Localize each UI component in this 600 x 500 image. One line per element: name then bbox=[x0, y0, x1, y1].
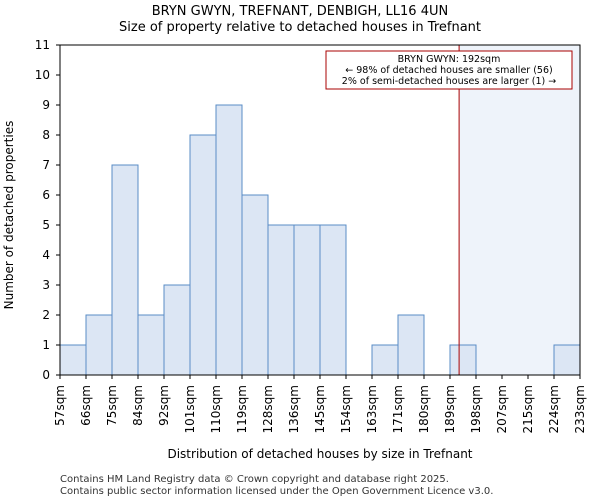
x-tick-label-110sqm: 110sqm bbox=[209, 385, 223, 433]
annotation-line-3: 2% of semi-detached houses are larger (1… bbox=[342, 76, 556, 87]
bar-57sqm bbox=[59, 344, 87, 376]
y-tick-label-6: 6 bbox=[42, 188, 50, 202]
x-tick-label-66sqm: 66sqm bbox=[79, 385, 93, 426]
x-tick-label-92sqm: 92sqm bbox=[157, 385, 171, 426]
x-tick-label-163sqm: 163sqm bbox=[365, 385, 379, 433]
y-tick-label-11: 11 bbox=[35, 38, 50, 52]
y-tick-label-7: 7 bbox=[42, 158, 50, 172]
x-tick-label-145sqm: 145sqm bbox=[313, 385, 327, 433]
bar-136sqm bbox=[293, 224, 321, 376]
x-ticks-group: 57sqm 66sqm 75sqm 84sqm 92sqm 101sqm 110sqm 119… bbox=[53, 375, 587, 433]
annotation-box: BRYN GWYN: 192sqm ← 98% of detached hous… bbox=[325, 50, 573, 90]
x-tick-label-215sqm: 215sqm bbox=[521, 385, 535, 433]
footer-line-2: Contains public sector information licen… bbox=[60, 486, 493, 497]
y-tick-label-5: 5 bbox=[42, 218, 50, 232]
chart-title: BRYN GWYN, TREFNANT, DENBIGH, LL16 4UN bbox=[152, 4, 448, 19]
x-tick-label-171sqm: 171sqm bbox=[391, 385, 405, 433]
bar-66sqm bbox=[85, 314, 113, 376]
bar-163sqm bbox=[371, 344, 399, 376]
x-tick-label-233sqm: 233sqm bbox=[573, 385, 587, 433]
x-tick-label-119sqm: 119sqm bbox=[235, 385, 249, 433]
bar-189sqm bbox=[449, 344, 477, 376]
bar-110sqm bbox=[215, 104, 243, 376]
y-tick-label-3: 3 bbox=[42, 278, 50, 292]
x-tick-label-198sqm: 198sqm bbox=[469, 385, 483, 433]
y-tick-label-4: 4 bbox=[42, 248, 50, 262]
annotation-line-2: ← 98% of detached houses are smaller (56… bbox=[345, 65, 552, 76]
bar-128sqm bbox=[267, 224, 295, 376]
bar-224sqm bbox=[553, 344, 581, 376]
bar-75sqm bbox=[111, 164, 139, 376]
bar-84sqm bbox=[137, 314, 165, 376]
y-tick-label-10: 10 bbox=[35, 68, 50, 82]
bar-145sqm bbox=[319, 224, 347, 376]
x-tick-label-57sqm: 57sqm bbox=[53, 385, 67, 426]
x-tick-label-84sqm: 84sqm bbox=[131, 385, 145, 426]
bars-group bbox=[59, 104, 581, 376]
annotation-line-1: BRYN GWYN: 192sqm bbox=[398, 54, 501, 65]
x-tick-label-136sqm: 136sqm bbox=[287, 385, 301, 433]
footer-line-1: Contains HM Land Registry data © Crown c… bbox=[60, 474, 449, 485]
x-tick-label-189sqm: 189sqm bbox=[443, 385, 457, 433]
y-axis-label: Number of detached properties bbox=[2, 121, 16, 310]
y-tick-label-8: 8 bbox=[42, 128, 50, 142]
x-tick-label-207sqm: 207sqm bbox=[495, 385, 509, 433]
x-tick-label-128sqm: 128sqm bbox=[261, 385, 275, 433]
x-tick-label-154sqm: 154sqm bbox=[339, 385, 353, 433]
annotation-border bbox=[325, 50, 573, 90]
y-tick-label-2: 2 bbox=[42, 308, 50, 322]
y-tick-label-0: 0 bbox=[42, 368, 50, 382]
highlight-region bbox=[459, 45, 580, 375]
bar-119sqm bbox=[241, 194, 269, 376]
y-ticks-group: 0 1 2 3 4 5 6 7 8 9 10 11 bbox=[35, 38, 60, 382]
bar-101sqm bbox=[189, 134, 217, 376]
y-tick-label-1: 1 bbox=[42, 338, 50, 352]
y-tick-label-9: 9 bbox=[42, 98, 50, 112]
chart-subtitle: Size of property relative to detached ho… bbox=[119, 20, 481, 35]
x-tick-label-224sqm: 224sqm bbox=[547, 385, 561, 433]
x-tick-label-75sqm: 75sqm bbox=[105, 385, 119, 426]
x-tick-label-101sqm: 101sqm bbox=[183, 385, 197, 433]
bar-171sqm bbox=[397, 314, 425, 376]
bar-92sqm bbox=[163, 284, 191, 376]
x-axis-label: Distribution of detached houses by size … bbox=[167, 447, 472, 461]
x-tick-label-180sqm: 180sqm bbox=[417, 385, 431, 433]
